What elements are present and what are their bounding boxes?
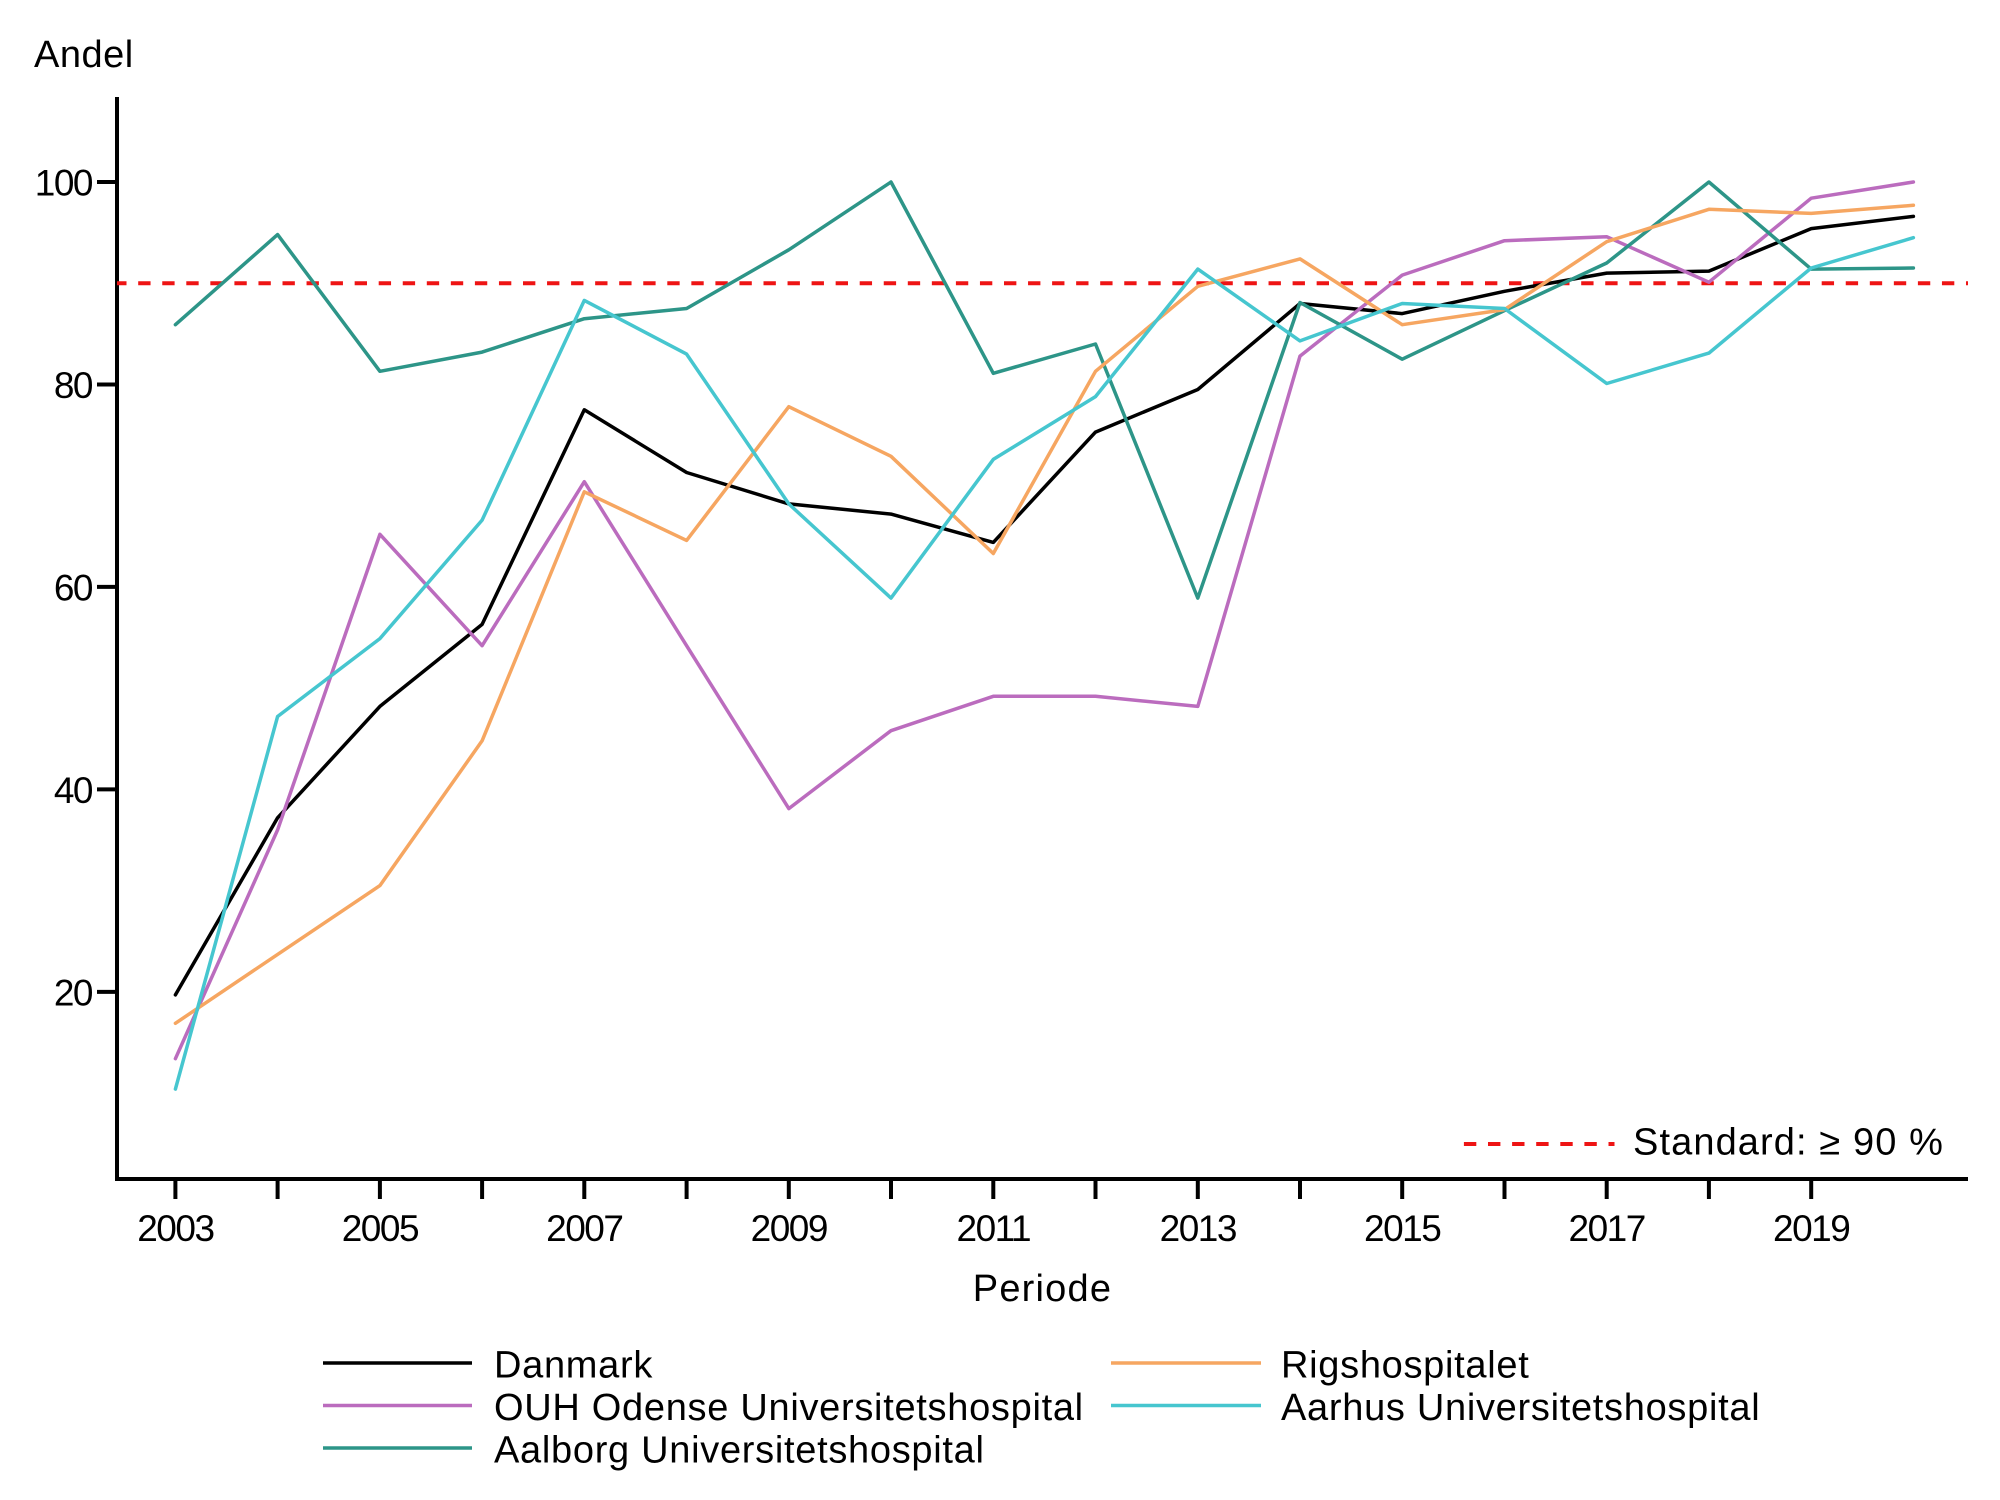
svg-text:2003: 2003 bbox=[137, 1208, 213, 1249]
svg-text:80: 80 bbox=[54, 365, 93, 406]
svg-text:2011: 2011 bbox=[957, 1208, 1031, 1249]
svg-text:2005: 2005 bbox=[342, 1208, 419, 1249]
svg-text:Standard: ≥ 90 %: Standard: ≥ 90 % bbox=[1633, 1122, 1944, 1164]
svg-text:2007: 2007 bbox=[546, 1208, 622, 1249]
svg-text:40: 40 bbox=[54, 770, 93, 811]
svg-text:2009: 2009 bbox=[751, 1208, 827, 1249]
svg-text:60: 60 bbox=[54, 567, 93, 608]
svg-text:Rigshospitalet: Rigshospitalet bbox=[1281, 1345, 1530, 1387]
svg-text:Aarhus Universitetshospital: Aarhus Universitetshospital bbox=[1281, 1387, 1760, 1429]
svg-text:100: 100 bbox=[35, 163, 93, 204]
svg-text:2019: 2019 bbox=[1773, 1208, 1849, 1249]
svg-text:Danmark: Danmark bbox=[494, 1345, 653, 1387]
svg-text:2013: 2013 bbox=[1160, 1208, 1236, 1249]
svg-text:Aalborg Universitetshospital: Aalborg Universitetshospital bbox=[494, 1430, 985, 1472]
svg-text:Periode: Periode bbox=[973, 1268, 1112, 1310]
svg-text:2015: 2015 bbox=[1364, 1208, 1441, 1249]
svg-text:20: 20 bbox=[54, 972, 93, 1013]
svg-text:OUH Odense Universitetshospita: OUH Odense Universitetshospital bbox=[494, 1387, 1084, 1429]
svg-text:2017: 2017 bbox=[1569, 1208, 1645, 1249]
svg-text:Andel: Andel bbox=[34, 34, 134, 76]
